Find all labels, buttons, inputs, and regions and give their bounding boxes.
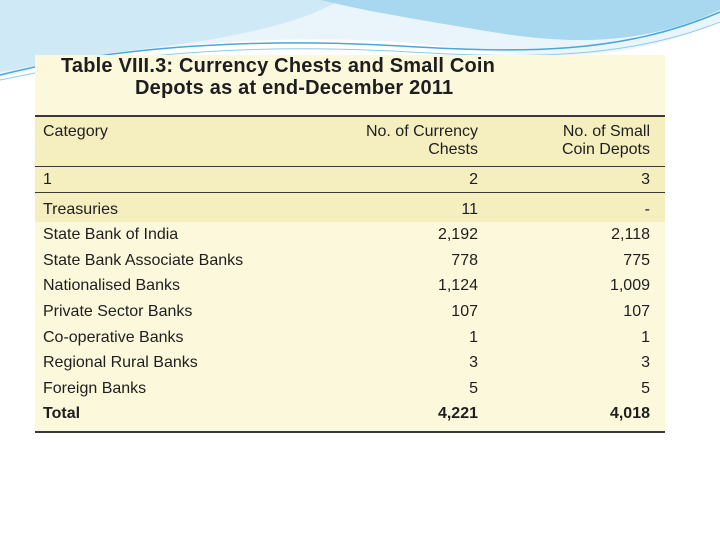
row-currency-chests: 3: [469, 354, 478, 371]
row-small-coin-depots: 775: [623, 252, 650, 269]
row-small-coin-depots: -: [644, 201, 650, 218]
row-currency-chests: 2,192: [437, 226, 478, 243]
column-header-small-coin-depots: No. of Small Coin Depots: [561, 123, 650, 158]
row-currency-chests: 5: [469, 380, 478, 397]
row-small-coin-depots: 5: [641, 380, 650, 397]
row-currency-chests: 107: [451, 303, 478, 320]
row-small-coin-depots: 1,009: [609, 277, 650, 294]
column-number-3: 3: [641, 171, 650, 188]
column-number-2: 2: [469, 171, 478, 188]
row-currency-chests: 778: [451, 252, 478, 269]
column-number-rule: [35, 192, 665, 193]
row-small-coin-depots: 107: [623, 303, 650, 320]
table-row-total: Total 4,221 4,018: [35, 405, 665, 427]
row-small-coin-depots: 3: [641, 354, 650, 371]
column-number-1: 1: [43, 171, 52, 188]
table-title-line-1: Table VIII.3: Currency Chests and Small …: [61, 55, 496, 77]
table-row: Private Sector Banks 107 107: [35, 303, 665, 325]
row-currency-chests: 1,124: [437, 277, 478, 294]
top-rule: [35, 115, 665, 117]
row-category: Private Sector Banks: [43, 303, 193, 320]
table-row: State Bank Associate Banks 778 775: [35, 252, 665, 274]
table-title: Table VIII.3: Currency Chests and Small …: [61, 55, 661, 99]
bottom-rule: [35, 431, 665, 433]
table-row: Co-operative Banks 1 1: [35, 329, 665, 351]
row-category: Treasuries: [43, 201, 118, 218]
row-category: Regional Rural Banks: [43, 354, 198, 371]
currency-chest-table: Table VIII.3: Currency Chests and Small …: [35, 55, 665, 433]
column-header-category: Category: [43, 123, 108, 140]
column-header-currency-chests: No. of Currency Chests: [365, 123, 478, 158]
header-rule: [35, 166, 665, 167]
row-category: Foreign Banks: [43, 380, 147, 397]
row-category: Co-operative Banks: [43, 329, 184, 346]
row-currency-chests: 11: [461, 201, 478, 218]
table-row: Regional Rural Banks 3 3: [35, 354, 665, 376]
row-category: State Bank Associate Banks: [43, 252, 244, 269]
row-small-coin-depots: 1: [641, 329, 650, 346]
header-band: [35, 115, 665, 222]
table-row: State Bank of India 2,192 2,118: [35, 226, 665, 248]
table-row: Treasuries 11 -: [35, 201, 665, 223]
table-title-line-2: Depots as at end-December 2011: [135, 77, 454, 99]
decorative-header-swoosh: [0, 0, 720, 81]
table-row: Foreign Banks 5 5: [35, 380, 665, 402]
row-category: Nationalised Banks: [43, 277, 180, 294]
row-currency-chests: 1: [469, 329, 478, 346]
row-currency-chests: 4,221: [437, 405, 478, 422]
row-small-coin-depots: 4,018: [609, 405, 650, 422]
row-small-coin-depots: 2,118: [611, 226, 650, 243]
table-row: Nationalised Banks 1,124 1,009: [35, 277, 665, 299]
row-category: State Bank of India: [43, 226, 179, 243]
row-category: Total: [43, 405, 81, 422]
